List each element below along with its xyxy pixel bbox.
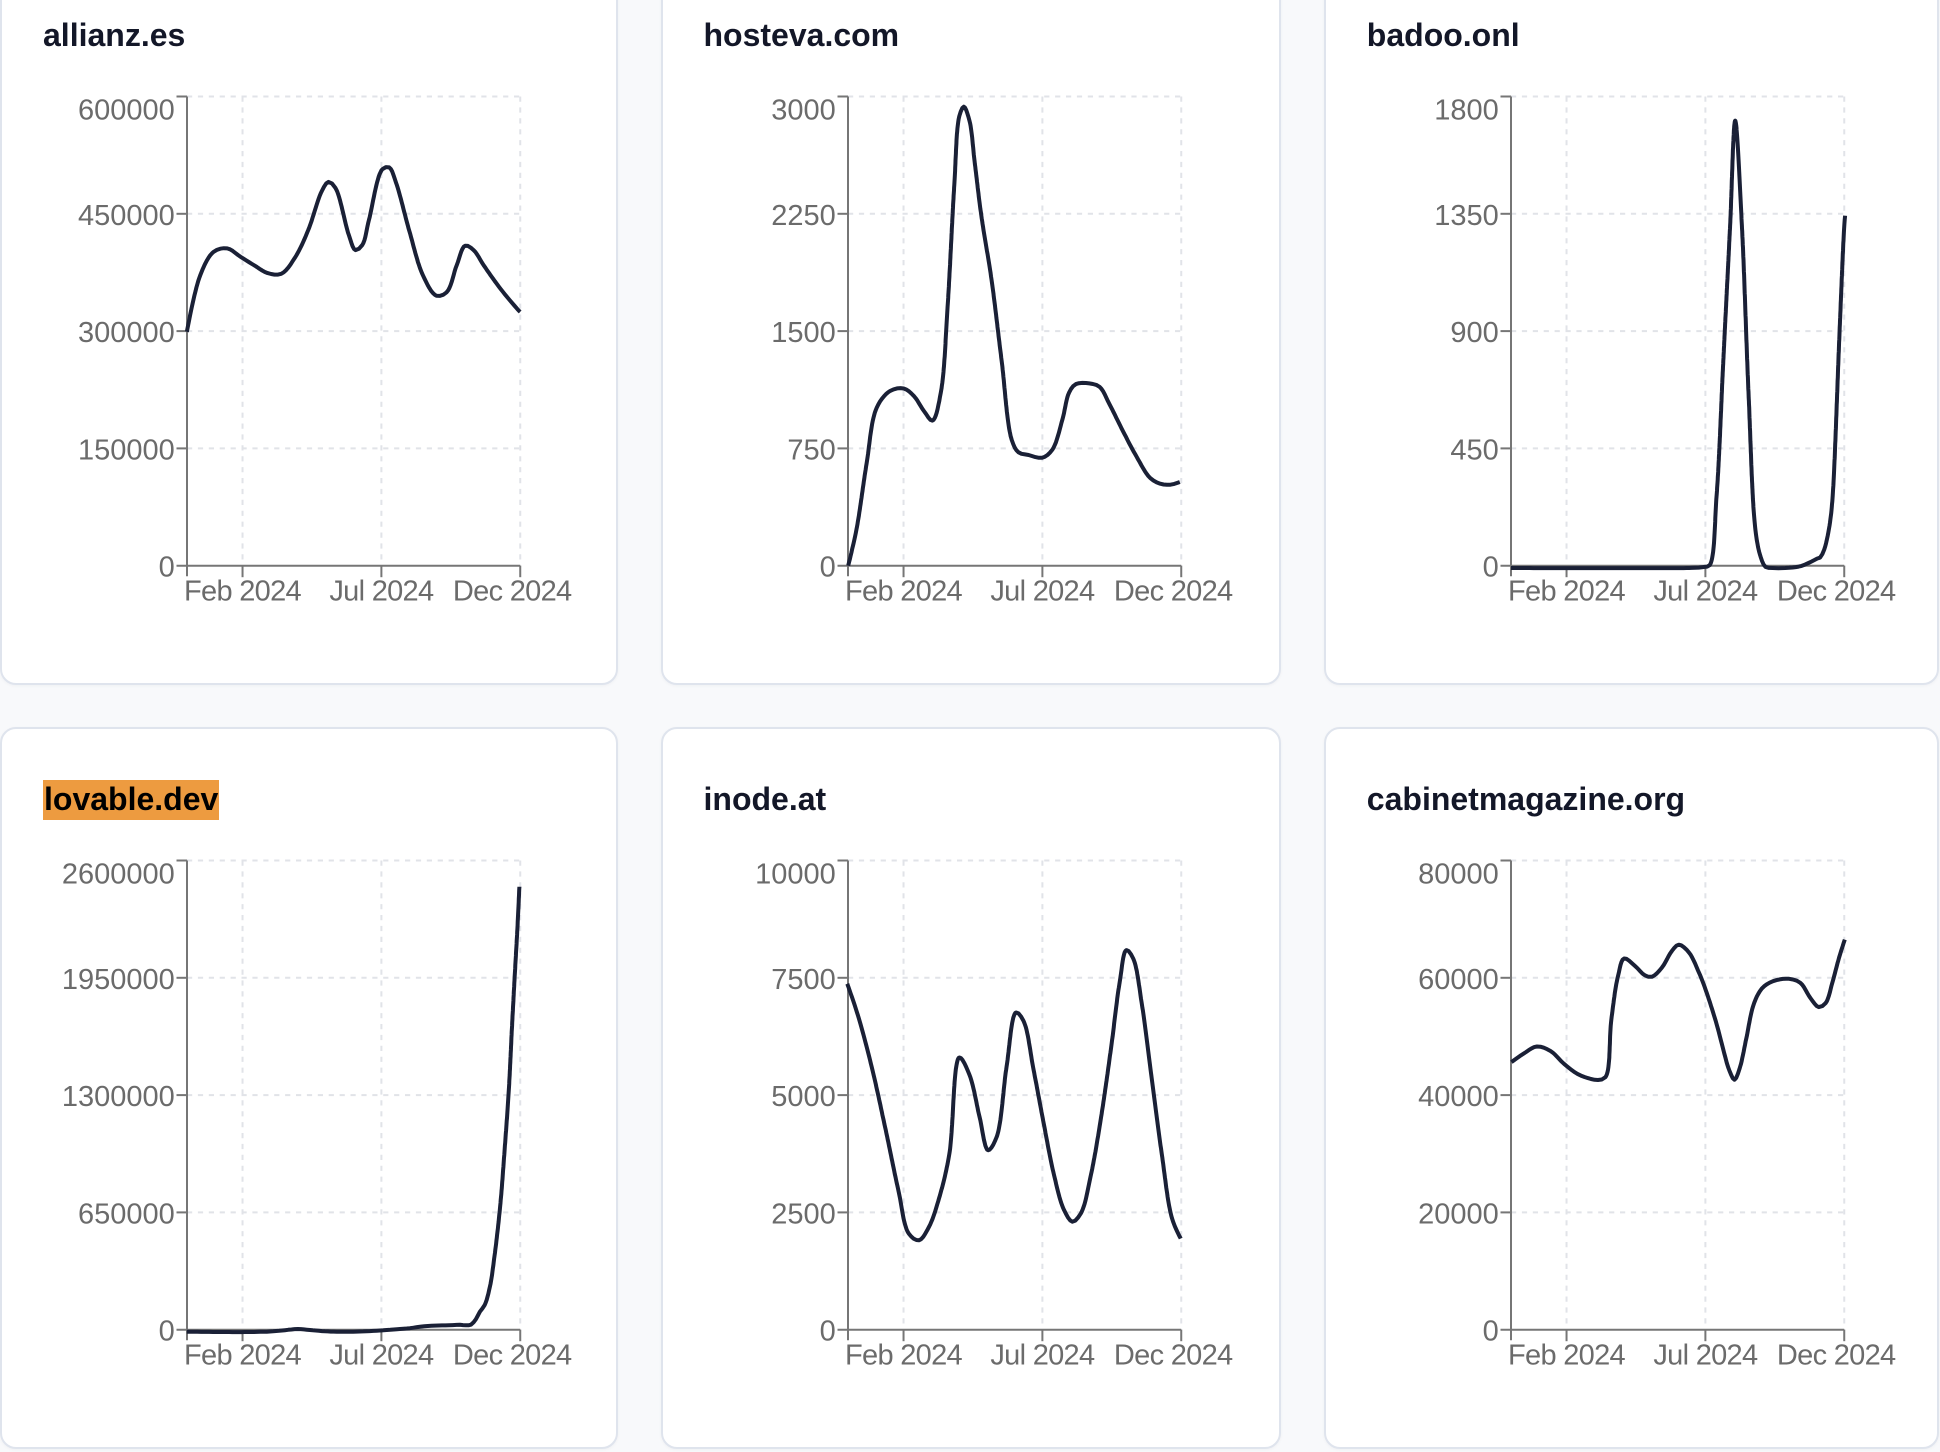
svg-text:Dec 2024: Dec 2024 [1777,575,1896,607]
svg-text:Dec 2024: Dec 2024 [453,1340,572,1372]
svg-text:Dec 2024: Dec 2024 [453,575,572,607]
svg-text:1350: 1350 [1434,200,1499,232]
svg-text:1300000: 1300000 [62,1081,175,1113]
svg-text:80000: 80000 [1418,859,1499,891]
svg-text:Dec 2024: Dec 2024 [1777,1340,1896,1372]
svg-text:Feb 2024: Feb 2024 [845,1340,963,1372]
svg-text:2500: 2500 [771,1199,836,1231]
svg-text:450000: 450000 [78,200,175,232]
svg-text:Feb 2024: Feb 2024 [1508,575,1626,607]
svg-text:300000: 300000 [78,317,175,349]
svg-text:600000: 600000 [78,95,175,127]
svg-text:5000: 5000 [771,1081,836,1113]
svg-text:Feb 2024: Feb 2024 [184,575,302,607]
svg-text:2250: 2250 [771,200,836,232]
svg-text:Jul 2024: Jul 2024 [1653,575,1758,607]
svg-text:Feb 2024: Feb 2024 [1508,1340,1626,1372]
svg-text:0: 0 [1482,552,1498,584]
svg-text:10000: 10000 [755,859,836,891]
svg-text:0: 0 [1482,1316,1498,1348]
svg-text:1500: 1500 [771,317,836,349]
svg-text:0: 0 [819,1316,835,1348]
svg-text:Feb 2024: Feb 2024 [845,575,963,607]
svg-text:0: 0 [159,1316,175,1348]
svg-text:Jul 2024: Jul 2024 [329,575,434,607]
svg-text:150000: 150000 [78,434,175,466]
svg-text:Feb 2024: Feb 2024 [184,1340,302,1372]
svg-text:Dec 2024: Dec 2024 [1113,1340,1232,1372]
svg-text:Jul 2024: Jul 2024 [1653,1340,1758,1372]
svg-text:650000: 650000 [78,1199,175,1231]
svg-text:3000: 3000 [771,95,836,127]
svg-text:1950000: 1950000 [62,964,175,996]
svg-text:750: 750 [787,434,835,466]
svg-text:2600000: 2600000 [62,859,175,891]
svg-text:Jul 2024: Jul 2024 [990,575,1095,607]
svg-text:Jul 2024: Jul 2024 [990,1340,1095,1372]
svg-text:20000: 20000 [1418,1199,1499,1231]
svg-text:0: 0 [819,552,835,584]
svg-text:900: 900 [1450,317,1498,349]
svg-text:7500: 7500 [771,964,836,996]
svg-text:60000: 60000 [1418,964,1499,996]
svg-text:450: 450 [1450,434,1498,466]
svg-text:40000: 40000 [1418,1081,1499,1113]
svg-text:Dec 2024: Dec 2024 [1113,575,1232,607]
svg-text:1800: 1800 [1434,95,1499,127]
svg-text:0: 0 [159,552,175,584]
svg-text:Jul 2024: Jul 2024 [329,1340,434,1372]
